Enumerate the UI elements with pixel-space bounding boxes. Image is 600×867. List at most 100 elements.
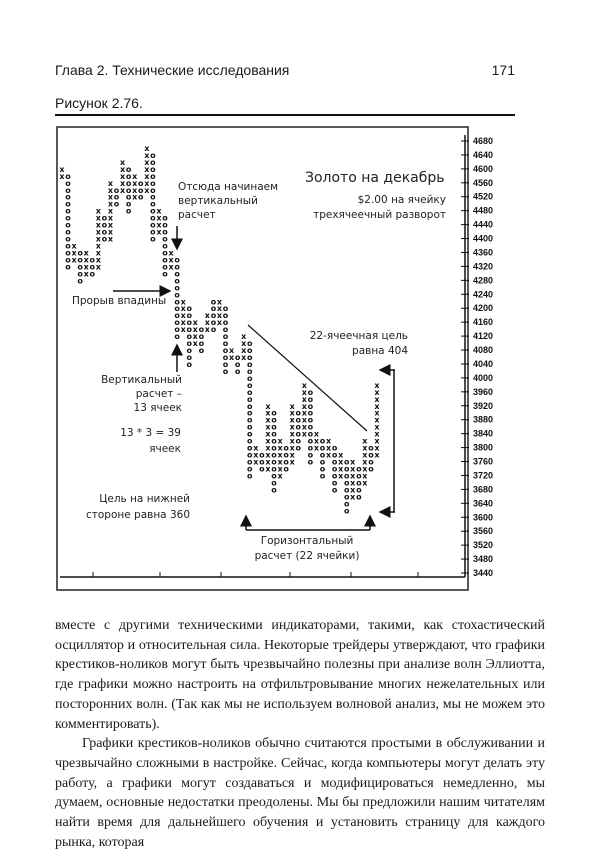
- o-mark: o: [211, 297, 217, 306]
- o-mark: o: [102, 221, 108, 230]
- x-mark: x: [96, 228, 102, 237]
- o-mark: o: [271, 409, 277, 418]
- o-mark: o: [77, 269, 83, 278]
- annotation-breakout: Прорыв впадины: [72, 295, 166, 307]
- o-mark: o: [308, 437, 314, 446]
- x-mark: x: [362, 471, 368, 480]
- y-tick-label: 3480: [473, 554, 493, 564]
- o-mark: o: [102, 235, 108, 244]
- o-mark: o: [65, 214, 71, 223]
- o-mark: o: [223, 304, 229, 313]
- y-tick-label: 4440: [473, 220, 493, 230]
- x-mark: x: [132, 193, 138, 202]
- x-mark: x: [108, 186, 114, 195]
- x-mark: x: [290, 451, 296, 460]
- o-mark: o: [90, 255, 96, 264]
- x-mark: x: [59, 165, 65, 174]
- o-mark: o: [235, 367, 241, 376]
- o-mark: o: [344, 464, 350, 473]
- x-mark: x: [362, 464, 368, 473]
- x-mark: x: [84, 262, 90, 271]
- o-mark: o: [247, 381, 253, 390]
- o-mark: o: [162, 228, 168, 237]
- x-mark: x: [156, 214, 162, 223]
- o-mark: o: [344, 492, 350, 501]
- o-mark: o: [65, 172, 71, 181]
- x-mark: x: [277, 471, 283, 480]
- x-mark: x: [362, 451, 368, 460]
- y-tick-label: 3960: [473, 387, 493, 397]
- x-mark: x: [108, 221, 114, 230]
- annotation-vertical-count-3: 13 ячеек: [134, 402, 182, 414]
- x-mark: x: [314, 444, 320, 453]
- o-mark: o: [356, 464, 362, 473]
- y-tick-label: 4200: [473, 303, 493, 313]
- y-tick-label: 4320: [473, 261, 493, 271]
- o-mark: o: [186, 332, 192, 341]
- y-tick-label: 3720: [473, 470, 493, 480]
- x-mark: x: [374, 437, 380, 446]
- x-mark: x: [59, 172, 65, 181]
- x-mark: x: [374, 381, 380, 390]
- o-mark: o: [271, 437, 277, 446]
- paragraph: вместе с другими техническими индикатора…: [55, 618, 545, 732]
- o-mark: o: [65, 179, 71, 188]
- o-mark: o: [308, 395, 314, 404]
- o-mark: o: [65, 228, 71, 237]
- x-mark: x: [253, 451, 259, 460]
- x-mark: x: [265, 464, 271, 473]
- o-mark: o: [368, 451, 374, 460]
- x-mark: x: [350, 471, 356, 480]
- x-mark: x: [84, 255, 90, 264]
- y-tick-label: 4280: [473, 275, 493, 285]
- x-mark: x: [302, 395, 308, 404]
- x-mark: x: [168, 248, 174, 257]
- x-mark: x: [265, 451, 271, 460]
- x-mark: x: [277, 451, 283, 460]
- o-mark: o: [223, 367, 229, 376]
- o-mark: o: [271, 416, 277, 425]
- x-mark: x: [72, 255, 78, 264]
- x-mark: x: [265, 423, 271, 432]
- o-mark: o: [211, 318, 217, 327]
- o-mark: o: [65, 193, 71, 202]
- o-mark: o: [247, 423, 253, 432]
- o-mark: o: [344, 471, 350, 480]
- x-mark: x: [205, 325, 211, 334]
- x-mark: x: [326, 444, 332, 453]
- x-mark: x: [144, 186, 150, 195]
- o-mark: o: [150, 186, 156, 195]
- o-mark: o: [162, 248, 168, 257]
- x-mark: x: [265, 444, 271, 453]
- page-number: 171: [491, 62, 515, 78]
- x-mark: x: [217, 304, 223, 313]
- y-tick-label: 4680: [473, 136, 493, 146]
- o-mark: o: [126, 193, 132, 202]
- x-mark: x: [362, 437, 368, 446]
- body-text: вместе с другими техническими индикатора…: [55, 616, 545, 852]
- y-tick-label: 3640: [473, 498, 493, 508]
- chart-frame: [56, 126, 469, 591]
- o-mark: o: [247, 430, 253, 439]
- x-mark: x: [108, 193, 114, 202]
- o-mark: o: [223, 332, 229, 341]
- o-mark: o: [356, 492, 362, 501]
- o-mark: o: [174, 255, 180, 264]
- x-mark: x: [362, 458, 368, 467]
- o-mark: o: [102, 214, 108, 223]
- y-tick-label: 4640: [473, 150, 493, 160]
- o-mark: o: [186, 318, 192, 327]
- x-column: xxx: [314, 430, 320, 453]
- o-mark: o: [223, 311, 229, 320]
